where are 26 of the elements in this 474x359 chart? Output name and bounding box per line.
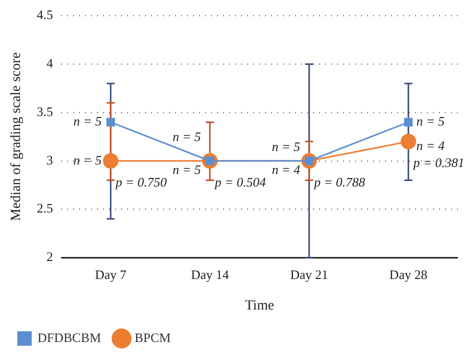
annotation: n = 5 [416,114,446,129]
annotation: n = 5 [172,162,202,177]
annotation: p = 0.788 [313,174,366,190]
annotation: p = 0.750 [114,174,168,190]
y-tick-label: 2.5 [36,200,54,216]
y-tick-label: 4.5 [36,7,54,22]
annotation: p = 0.381 [412,154,464,170]
annotation: n = 5 [73,152,102,168]
y-tick-label: 2 [46,249,54,264]
legend-label: BPCM [134,330,172,345]
x-tick-label: Day 28 [389,266,428,282]
x-tick-label: Day 21 [290,266,328,282]
x-tick-label: Day 7 [94,266,127,282]
x-tick-label: Day 14 [190,266,230,282]
y-tick-label: 4 [46,56,54,71]
y-tick-label: 3 [46,152,54,168]
y-axis-title: Median of grading scale score [9,52,24,222]
legend-label: DFDBCBM [38,330,102,345]
annotation: n = 4 [272,162,301,177]
y-tick-label: 3.5 [36,104,54,119]
annotation: n = 5 [73,114,102,129]
annotation: p = 0.504 [214,174,266,190]
annotation: n = 4 [416,138,446,153]
annotation: n = 5 [272,138,301,154]
annotation: n = 5 [172,129,202,144]
x-axis-title: Time [244,298,274,314]
